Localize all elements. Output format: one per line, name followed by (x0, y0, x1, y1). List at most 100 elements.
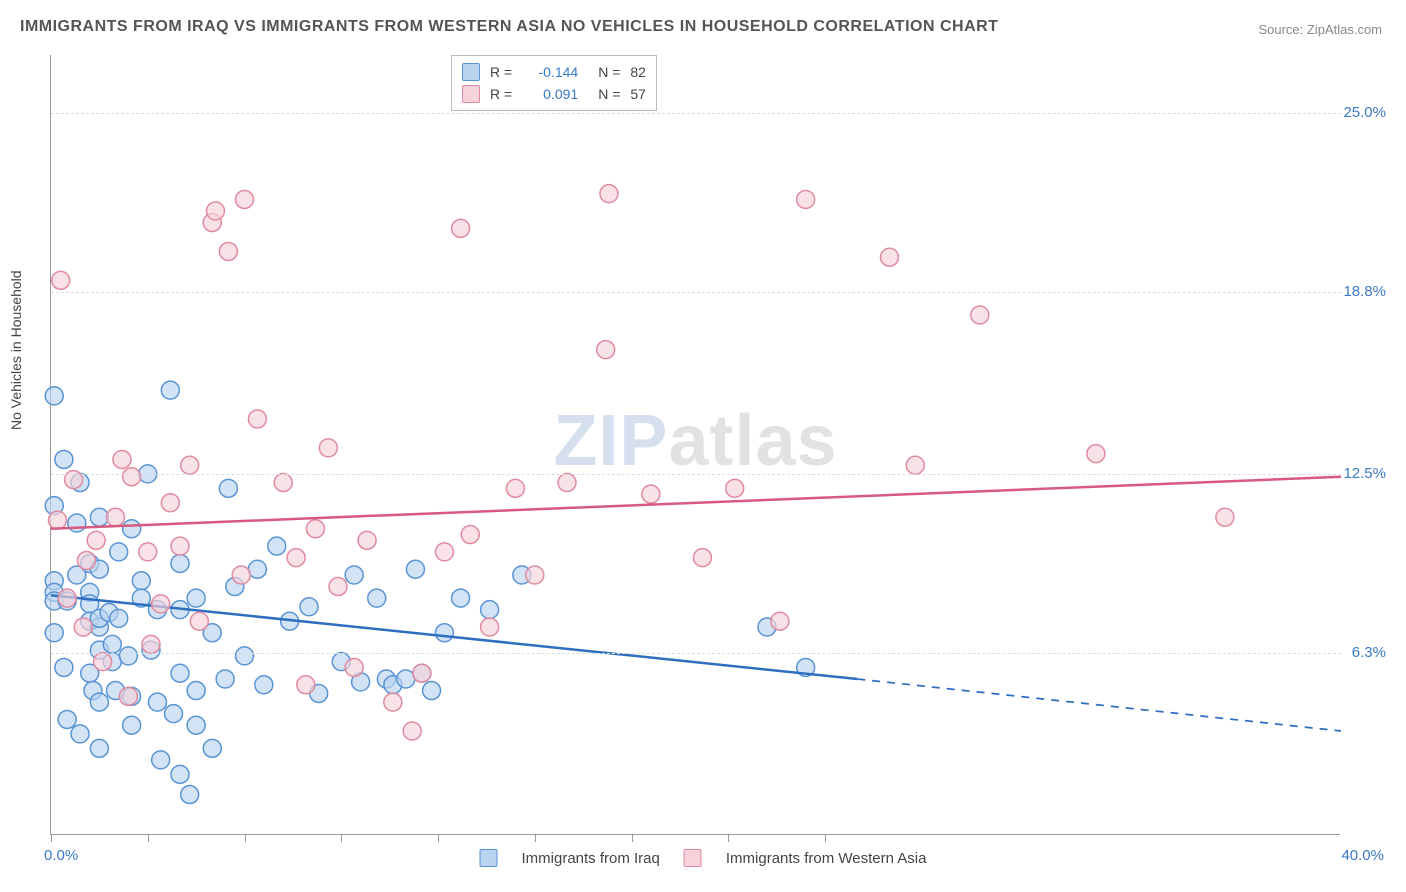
data-point (123, 520, 141, 538)
data-point (526, 566, 544, 584)
data-point (255, 676, 273, 694)
data-point (403, 722, 421, 740)
x-tick (51, 834, 52, 842)
data-point (248, 560, 266, 578)
data-point (268, 537, 286, 555)
data-point (90, 739, 108, 757)
y-tick-label: 18.8% (1343, 283, 1386, 300)
data-point (87, 531, 105, 549)
data-point (384, 693, 402, 711)
data-point (90, 693, 108, 711)
data-point (881, 248, 899, 266)
data-point (58, 589, 76, 607)
data-point (435, 543, 453, 561)
data-point (110, 543, 128, 561)
data-point (123, 716, 141, 734)
data-point (287, 549, 305, 567)
grid-line (51, 474, 1341, 475)
x-tick (245, 834, 246, 842)
data-point (481, 601, 499, 619)
data-point (642, 485, 660, 503)
data-point (74, 618, 92, 636)
data-point (45, 624, 63, 642)
data-point (423, 682, 441, 700)
legend-bottom: Immigrants from Iraq Immigrants from Wes… (480, 849, 927, 867)
data-point (771, 612, 789, 630)
data-point (693, 549, 711, 567)
data-point (161, 381, 179, 399)
data-point (171, 664, 189, 682)
data-point (452, 589, 470, 607)
y-tick-label: 6.3% (1352, 644, 1386, 661)
x-tick (438, 834, 439, 842)
data-point (971, 306, 989, 324)
x-axis-min-label: 0.0% (44, 847, 78, 864)
data-point (77, 552, 95, 570)
data-point (329, 578, 347, 596)
swatch-iraq (480, 849, 498, 867)
data-point (171, 765, 189, 783)
data-point (132, 572, 150, 590)
y-tick-label: 25.0% (1343, 104, 1386, 121)
y-tick-label: 12.5% (1343, 465, 1386, 482)
data-point (452, 219, 470, 237)
data-point (187, 589, 205, 607)
y-axis-label: No Vehicles in Household (8, 270, 24, 430)
data-point (274, 474, 292, 492)
data-point (139, 543, 157, 561)
data-point (236, 190, 254, 208)
data-point (148, 693, 166, 711)
plot-svg (51, 55, 1341, 835)
trend-line-dashed (857, 679, 1341, 731)
page-title: IMMIGRANTS FROM IRAQ VS IMMIGRANTS FROM … (20, 18, 998, 36)
data-point (110, 609, 128, 627)
x-axis-max-label: 40.0% (1341, 847, 1384, 864)
data-point (435, 624, 453, 642)
data-point (219, 242, 237, 260)
data-point (187, 716, 205, 734)
data-point (55, 450, 73, 468)
data-point (52, 271, 70, 289)
data-point (413, 664, 431, 682)
data-point (206, 202, 224, 220)
data-point (152, 751, 170, 769)
data-point (190, 612, 208, 630)
x-tick (535, 834, 536, 842)
data-point (248, 410, 266, 428)
data-point (461, 526, 479, 544)
data-point (187, 682, 205, 700)
data-point (481, 618, 499, 636)
data-point (171, 537, 189, 555)
grid-line (51, 292, 1341, 293)
data-point (297, 676, 315, 694)
data-point (406, 560, 424, 578)
data-point (48, 511, 66, 529)
data-point (119, 647, 137, 665)
data-point (119, 687, 137, 705)
x-tick (825, 834, 826, 842)
source-attribution: Source: ZipAtlas.com (1258, 22, 1382, 37)
data-point (142, 635, 160, 653)
trend-line (51, 477, 1341, 529)
data-point (306, 520, 324, 538)
data-point (797, 190, 815, 208)
data-point (397, 670, 415, 688)
x-tick (341, 834, 342, 842)
data-point (165, 705, 183, 723)
data-point (55, 658, 73, 676)
data-point (181, 456, 199, 474)
x-tick (148, 834, 149, 842)
data-point (161, 494, 179, 512)
data-point (107, 508, 125, 526)
legend-label-wasia: Immigrants from Western Asia (726, 850, 927, 867)
data-point (181, 786, 199, 804)
data-point (726, 479, 744, 497)
data-point (71, 725, 89, 743)
data-point (906, 456, 924, 474)
grid-line (51, 113, 1341, 114)
data-point (358, 531, 376, 549)
trend-line (51, 595, 857, 679)
data-point (1216, 508, 1234, 526)
x-tick (728, 834, 729, 842)
data-point (345, 658, 363, 676)
